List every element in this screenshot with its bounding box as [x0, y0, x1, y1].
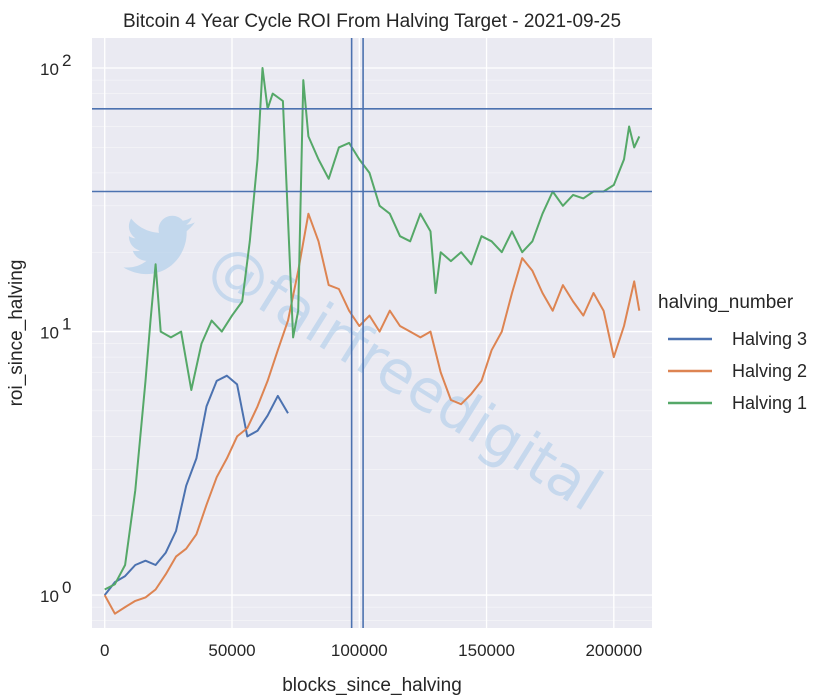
- y-tick-label: 10: [40, 587, 59, 606]
- x-tick-label: 50000: [208, 641, 255, 660]
- legend-entry-label: Halving 1: [732, 393, 807, 413]
- y-tick-exponent: 2: [62, 51, 71, 70]
- plot-background: [92, 38, 652, 628]
- x-tick-label: 0: [100, 641, 109, 660]
- legend-entry-label: Halving 2: [732, 361, 807, 381]
- y-tick-exponent: 0: [62, 578, 71, 597]
- y-axis-label: roi_since_halving: [6, 260, 27, 407]
- x-tick-label: 200000: [585, 641, 642, 660]
- x-axis-label: blocks_since_halving: [282, 675, 462, 696]
- y-tick-label: 10: [40, 324, 59, 343]
- twitter-bird-icon: [123, 215, 195, 275]
- x-tick-label: 100000: [331, 641, 388, 660]
- chart-title: Bitcoin 4 Year Cycle ROI From Halving Ta…: [123, 11, 621, 32]
- legend: halving_number Halving 3 Halving 2 Halving…: [658, 292, 807, 413]
- grid: [92, 38, 652, 628]
- legend-title: halving_number: [658, 292, 794, 313]
- series-line-halving-2: [103, 212, 641, 615]
- series-line-halving-3: [103, 374, 289, 596]
- legend-entry-label: Halving 3: [732, 329, 807, 349]
- x-tick-label: 150000: [458, 641, 515, 660]
- y-tick-exponent: 1: [62, 315, 71, 334]
- y-tick-label: 10: [40, 60, 59, 79]
- x-axis-ticks: 0 50000 100000 150000 200000: [100, 641, 642, 660]
- reference-lines: [92, 38, 652, 628]
